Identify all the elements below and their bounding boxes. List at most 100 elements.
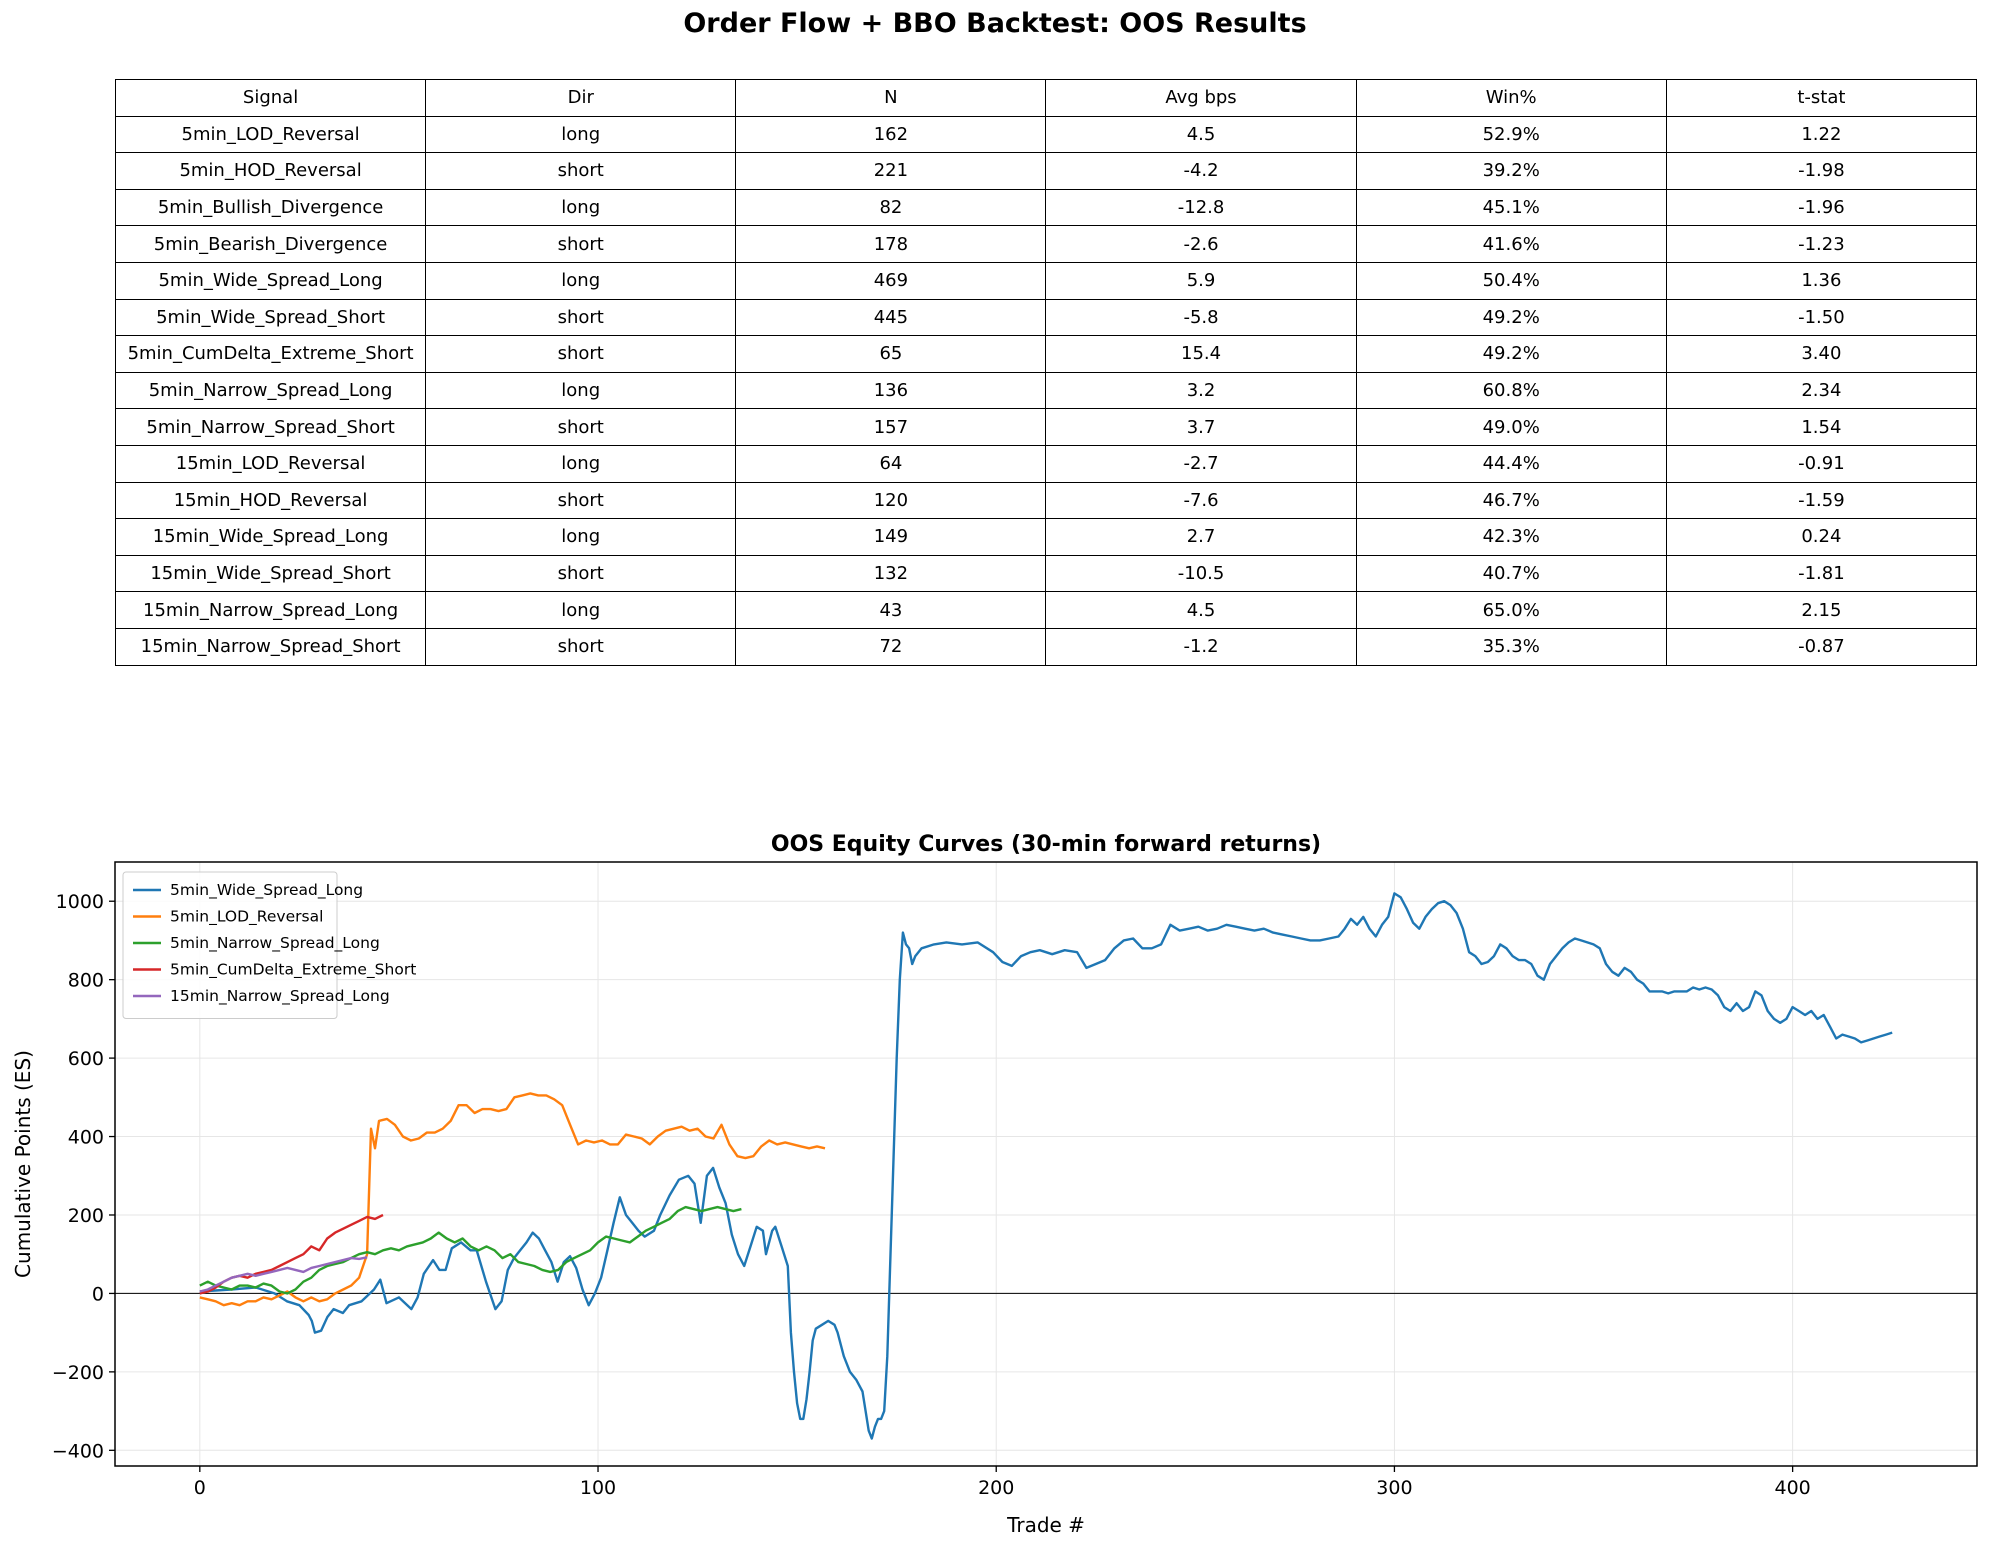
table-cell: 64 (735, 444, 1047, 483)
table-row: 5min_Narrow_Spread_Long long 136 3.2 60.8% 2.… (114, 371, 1978, 410)
y-tick-label: 400 (68, 1127, 104, 1149)
table-header-cell: Win% (1355, 79, 1667, 117)
table-cell: 60.8% (1355, 371, 1667, 410)
y-tick-label: 200 (68, 1205, 104, 1227)
table-cell: 5min_LOD_Reversal (114, 115, 427, 154)
table-row: 15min_Wide_Spread_Short short 132 -10.5 40.7… (114, 554, 1978, 593)
table-cell: 0.24 (1665, 518, 1978, 556)
series-lines (199, 892, 1893, 1440)
table-cell: 5min_Bullish_Divergence (114, 188, 427, 227)
table-cell: 15min_Wide_Spread_Short (114, 554, 427, 593)
table-row: 5min_Narrow_Spread_Short short 157 3.7 49.0%… (114, 408, 1978, 446)
table-cell: 5min_HOD_Reversal (114, 152, 427, 190)
y-tick-label: −200 (52, 1362, 104, 1384)
table-cell: 3.7 (1045, 408, 1357, 446)
table-cell: 1.54 (1665, 408, 1978, 446)
table-cell: -2.6 (1045, 225, 1357, 263)
table-header-cell: t-stat (1665, 79, 1978, 117)
table-cell: 157 (735, 408, 1047, 446)
table-row: 5min_Wide_Spread_Short short 445 -5.8 49.2% -… (114, 298, 1978, 337)
figure-title: Order Flow + BBO Backtest: OOS Results (683, 8, 1307, 39)
legend-box (122, 871, 338, 1019)
table-row: 5min_CumDelta_Extreme_Short short 65 15.4 49… (114, 335, 1978, 373)
table-cell: 221 (735, 152, 1047, 190)
table-cell: -1.96 (1665, 188, 1978, 227)
table-cell: long (425, 188, 737, 227)
table-cell: short (425, 298, 737, 337)
table-cell: 2.7 (1045, 518, 1357, 556)
results-table: Signal Dir N Avg bps Win% t-stat 5min_LOD_Reve… (114, 79, 1978, 666)
x-tick-label: 100 (580, 1477, 616, 1499)
y-tick-label: −400 (52, 1440, 104, 1462)
table-cell: 1.22 (1665, 115, 1978, 154)
table-cell: long (425, 591, 737, 629)
grid-lines (115, 862, 1977, 1466)
table-cell: 49.2% (1355, 298, 1667, 337)
table-cell: long (425, 371, 737, 410)
table-cell: 1.36 (1665, 261, 1978, 300)
results-table-body: Signal Dir N Avg bps Win% t-stat 5min_LOD_Reve… (114, 79, 1978, 666)
table-cell: 5.9 (1045, 261, 1357, 300)
table-cell: -5.8 (1045, 298, 1357, 337)
legend-label: 5min_Narrow_Spread_Long (170, 934, 380, 953)
table-cell: -7.6 (1045, 481, 1357, 520)
table-cell: 43 (735, 591, 1047, 629)
table-cell: 39.2% (1355, 152, 1667, 190)
table-cell: 4.5 (1045, 115, 1357, 154)
table-cell: short (425, 152, 737, 190)
y-axis-label: Cumulative Points (ES) (11, 1050, 35, 1278)
table-cell: 45.1% (1355, 188, 1667, 227)
table-cell: long (425, 444, 737, 483)
table-cell: 5min_Bearish_Divergence (114, 225, 427, 263)
table-cell: 3.2 (1045, 371, 1357, 410)
table-cell: -0.87 (1665, 627, 1978, 666)
table-cell: 15min_Wide_Spread_Long (114, 518, 427, 556)
table-header-cell: N (735, 79, 1047, 117)
table-row: 15min_HOD_Reversal short 120 -7.6 46.7% -1.59 (114, 481, 1978, 520)
series-line-0 (199, 892, 1893, 1440)
legend-label: 15min_Narrow_Spread_Long (170, 987, 390, 1006)
table-cell: -1.98 (1665, 152, 1978, 190)
table-cell: 40.7% (1355, 554, 1667, 593)
plot-frame (114, 861, 1978, 1467)
table-cell: long (425, 518, 737, 556)
table-cell: short (425, 408, 737, 446)
table-cell: short (425, 627, 737, 666)
table-cell: -12.8 (1045, 188, 1357, 227)
chart-title: OOS Equity Curves (30-min forward return… (771, 832, 1321, 857)
table-cell: 136 (735, 371, 1047, 410)
x-axis-label: Trade # (1006, 1513, 1085, 1537)
axis-ticks: 0 100 200 300 400 −400 −200 0 200 400 600 800 1000 (52, 891, 1811, 1499)
table-cell: 35.3% (1355, 627, 1667, 666)
table-cell: -1.81 (1665, 554, 1978, 593)
table-row: 5min_Bullish_Divergence long 82 -12.8 45.1% -… (114, 188, 1978, 227)
table-cell: short (425, 335, 737, 373)
table-cell: 15min_Narrow_Spread_Short (114, 627, 427, 666)
x-tick-label: 200 (978, 1477, 1014, 1499)
table-cell: 5min_CumDelta_Extreme_Short (114, 335, 427, 373)
table-cell: 15.4 (1045, 335, 1357, 373)
table-cell: 469 (735, 261, 1047, 300)
table-cell: 42.3% (1355, 518, 1667, 556)
table-cell: -1.2 (1045, 627, 1357, 666)
equity-chart: 0 100 200 300 400 −400 −200 0 200 400 600 800 1000 O… (11, 832, 1978, 1537)
table-cell: 65 (735, 335, 1047, 373)
table-cell: 120 (735, 481, 1047, 520)
table-cell: short (425, 554, 737, 593)
y-tick-label: 0 (92, 1283, 104, 1305)
table-cell: -10.5 (1045, 554, 1357, 593)
table-cell: short (425, 481, 737, 520)
table-cell: long (425, 261, 737, 300)
table-cell: 162 (735, 115, 1047, 154)
table-cell: 82 (735, 188, 1047, 227)
legend-label: 5min_Wide_Spread_Long (170, 881, 363, 900)
table-row: 15min_Narrow_Spread_Short short 72 -1.2 35.3… (114, 627, 1978, 666)
table-cell: long (425, 115, 737, 154)
table-cell: 5min_Wide_Spread_Long (114, 261, 427, 300)
table-cell: 149 (735, 518, 1047, 556)
table-cell: -0.91 (1665, 444, 1978, 483)
table-cell: 3.40 (1665, 335, 1978, 373)
table-header-cell: Avg bps (1045, 79, 1357, 117)
y-tick-label: 800 (68, 970, 104, 992)
table-cell: 5min_Narrow_Spread_Short (114, 408, 427, 446)
